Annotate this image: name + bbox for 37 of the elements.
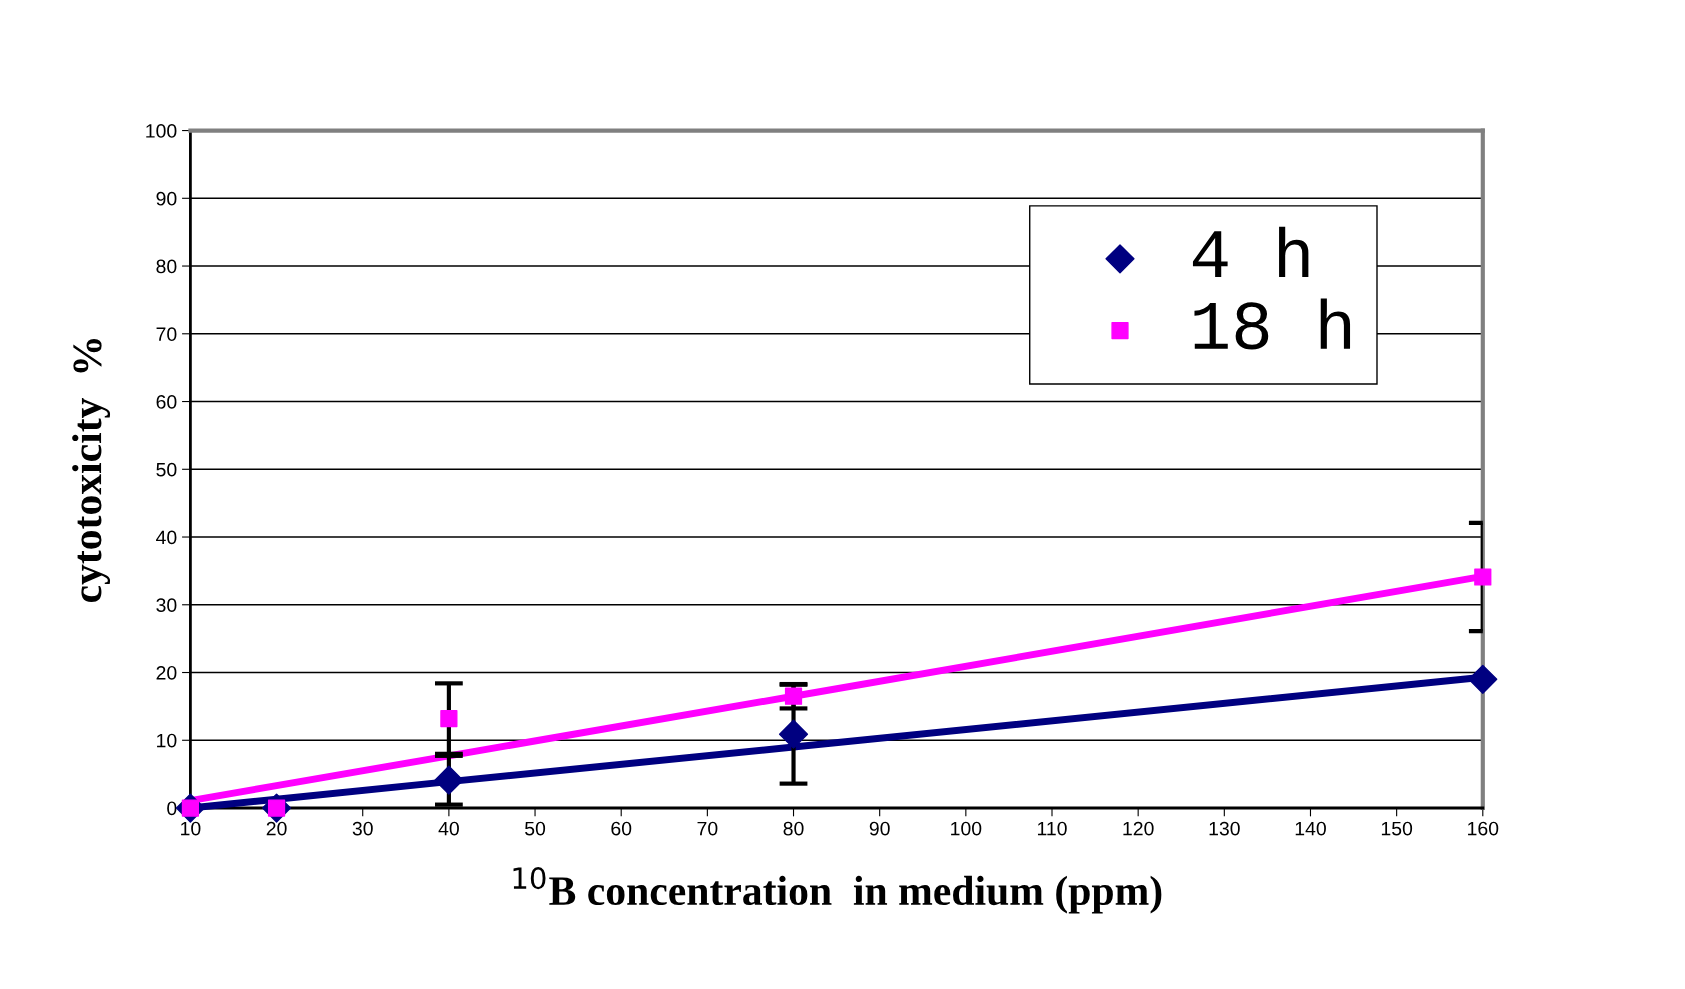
y-tick-label: 80 — [156, 259, 177, 274]
x-tick-label: 80 — [783, 821, 804, 836]
x-tick-label: 60 — [611, 821, 632, 836]
point — [1468, 664, 1498, 694]
point — [1474, 568, 1492, 586]
x-axis-title: $^{10}$B concentration in medium (ppm) — [513, 867, 1162, 914]
x-tick-label: 140 — [1295, 821, 1326, 836]
x-tick-label: 120 — [1123, 821, 1154, 836]
point — [434, 765, 464, 795]
y-tick-label: 90 — [156, 191, 177, 206]
x-tick-label: 10 — [181, 821, 201, 836]
y-axis-title: cytotoxicity % — [72, 338, 111, 603]
x-tick-label: 100 — [951, 821, 982, 836]
y-tick-label: 40 — [156, 530, 177, 545]
point — [784, 687, 803, 705]
x-tick-label: 50 — [525, 821, 546, 836]
x-tick-label: 40 — [438, 821, 459, 836]
x-tick-label: 70 — [697, 821, 718, 836]
x-tick-label: 150 — [1381, 821, 1413, 836]
point — [778, 719, 809, 749]
y-tick-label: 100 — [146, 124, 177, 138]
y-tick-label: 10 — [157, 733, 177, 748]
x-tick-label: 130 — [1209, 821, 1240, 836]
y-tick-label: 20 — [156, 665, 177, 680]
y-tick-label: 30 — [156, 598, 177, 613]
point — [440, 709, 458, 728]
legend-label: 4 h — [1192, 226, 1309, 278]
y-tick-label: 0 — [167, 801, 177, 816]
y-tick-label: 50 — [156, 462, 177, 477]
x-tick-label: 90 — [869, 821, 890, 836]
x-tick-label: 110 — [1037, 821, 1067, 836]
y-tick-label: 70 — [156, 327, 177, 342]
y-tick-label: 60 — [156, 395, 177, 409]
legend-label: 18 h — [1194, 298, 1351, 350]
x-tick-label: 160 — [1468, 821, 1499, 836]
x-tick-label: 20 — [266, 821, 287, 836]
x-tick-label: 30 — [352, 821, 373, 836]
